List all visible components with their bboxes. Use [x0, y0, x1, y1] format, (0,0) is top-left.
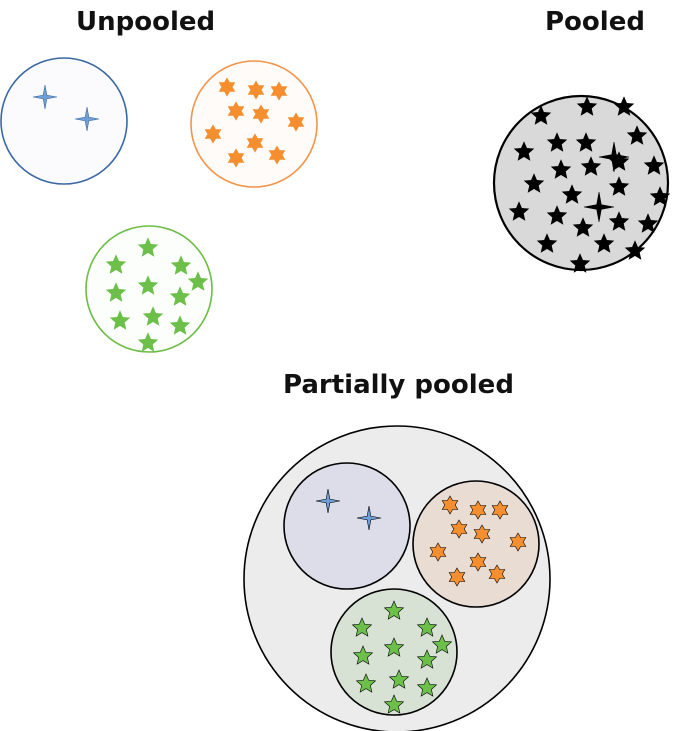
pooled-five-point-star-icon [572, 217, 594, 237]
partially-pooled-orange-six-point-star-icon [448, 567, 466, 587]
partially-pooled-orange-six-point-star-icon [488, 564, 506, 584]
unpooled-orange-six-point-star-icon [227, 101, 245, 121]
partially-pooled-blue-four-point-star-icon [356, 505, 382, 531]
partially-pooled-green-five-point-star-icon [351, 617, 373, 637]
unpooled-blue-four-point-star-icon [74, 106, 100, 132]
unpooled-green-five-point-star-icon [137, 332, 159, 352]
pooled-five-point-star-icon [637, 213, 659, 233]
unpooled-orange-six-point-star-icon [252, 104, 270, 124]
unpooled-green-five-point-star-icon [137, 275, 159, 295]
pooled-title: Pooled [545, 7, 645, 37]
partially-pooled-title: Partially pooled [283, 370, 514, 400]
partially-pooled-green-five-point-star-icon [416, 649, 438, 669]
unpooled-orange-six-point-star-icon [287, 112, 305, 132]
pooled-group-circle [492, 94, 670, 272]
pooled-five-point-star-icon [569, 253, 591, 273]
partially-pooled-orange-six-point-star-icon [429, 542, 447, 562]
unpooled-green-five-point-star-icon [137, 237, 159, 257]
unpooled-orange-six-point-star-icon [227, 148, 245, 168]
partially-pooled-green-five-point-star-icon [388, 669, 410, 689]
unpooled-orange-six-point-star-icon [246, 133, 264, 153]
pooled-five-point-star-icon [536, 233, 558, 253]
partially-pooled-orange-six-point-star-icon [473, 524, 491, 544]
unpooled-title: Unpooled [76, 7, 216, 37]
pooled-five-point-star-icon [508, 201, 530, 221]
unpooled-green-five-point-star-icon [170, 255, 192, 275]
partially-pooled-green-five-point-star-icon [416, 617, 438, 637]
pooled-five-point-star-icon [550, 159, 572, 179]
unpooled-blue-four-point-star-icon [32, 84, 58, 110]
partially-pooled-orange-six-point-star-icon [491, 500, 509, 520]
partially-pooled-green-five-point-star-icon [431, 634, 453, 654]
partially-pooled-green-five-point-star-icon [355, 673, 377, 693]
pooled-five-point-star-icon [626, 125, 648, 145]
partially-pooled-orange-six-point-star-icon [509, 532, 527, 552]
pooled-five-point-star-icon [624, 240, 646, 260]
unpooled-orange-six-point-star-icon [218, 77, 236, 97]
partially-pooled-orange-six-point-star-icon [441, 495, 459, 515]
pooled-five-point-star-icon [593, 233, 615, 253]
unpooled-orange-six-point-star-icon [270, 81, 288, 101]
pooled-four-point-star-icon [583, 191, 615, 223]
partially-pooled-orange-six-point-star-icon [450, 519, 468, 539]
unpooled-orange-six-point-star-icon [204, 124, 222, 144]
pooled-five-point-star-icon [530, 105, 552, 125]
pooled-five-point-star-icon [643, 155, 665, 175]
pooled-four-point-star-icon [598, 141, 630, 173]
pooled-five-point-star-icon [575, 132, 597, 152]
unpooled-green-five-point-star-icon [187, 271, 209, 291]
pooled-five-point-star-icon [580, 156, 602, 176]
partially-pooled-green-five-point-star-icon [416, 677, 438, 697]
pooled-five-point-star-icon [546, 132, 568, 152]
pooled-five-point-star-icon [649, 186, 671, 206]
pooled-five-point-star-icon [576, 96, 598, 116]
unpooled-green-five-point-star-icon [169, 315, 191, 335]
unpooled-orange-six-point-star-icon [268, 145, 286, 165]
partially-pooled-blue-group-circle [283, 462, 411, 590]
partially-pooled-green-five-point-star-icon [352, 645, 374, 665]
pooled-five-point-star-icon [613, 96, 635, 116]
partially-pooled-green-five-point-star-icon [383, 600, 405, 620]
partially-pooled-green-five-point-star-icon [383, 637, 405, 657]
partially-pooled-orange-six-point-star-icon [469, 500, 487, 520]
unpooled-green-five-point-star-icon [169, 286, 191, 306]
unpooled-blue-group-circle [0, 57, 128, 185]
unpooled-orange-six-point-star-icon [247, 80, 265, 100]
partially-pooled-orange-group-circle [412, 480, 540, 608]
unpooled-orange-group-circle [190, 60, 318, 188]
pooled-five-point-star-icon [523, 173, 545, 193]
pooled-five-point-star-icon [561, 184, 583, 204]
pooled-five-point-star-icon [608, 176, 630, 196]
unpooled-green-five-point-star-icon [109, 310, 131, 330]
unpooled-green-five-point-star-icon [105, 254, 127, 274]
partially-pooled-green-five-point-star-icon [383, 694, 405, 714]
pooled-five-point-star-icon [608, 211, 630, 231]
pooled-five-point-star-icon [546, 205, 568, 225]
pooled-five-point-star-icon [513, 141, 535, 161]
unpooled-green-five-point-star-icon [142, 306, 164, 326]
partially-pooled-blue-four-point-star-icon [315, 488, 341, 514]
partially-pooled-orange-six-point-star-icon [469, 552, 487, 572]
unpooled-green-five-point-star-icon [105, 282, 127, 302]
